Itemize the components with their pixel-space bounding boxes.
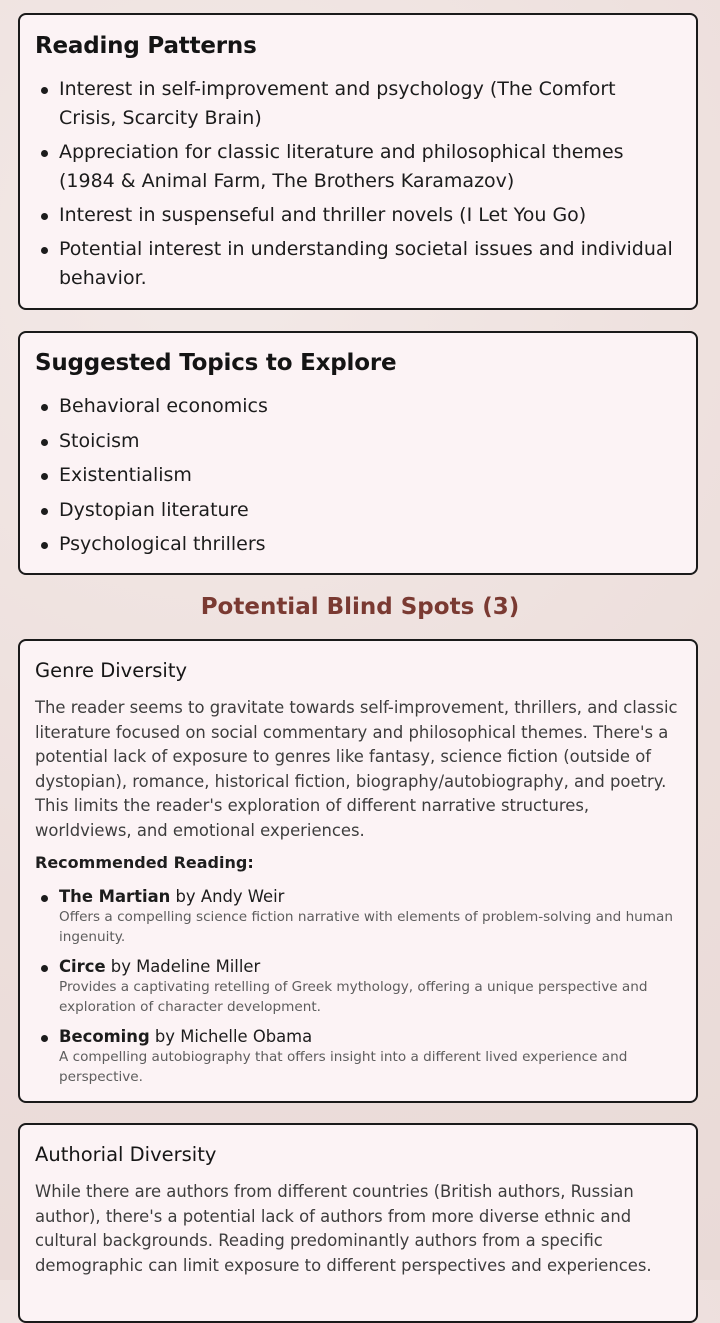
book-reason: A compelling autobiography that offers i… bbox=[59, 1049, 628, 1085]
book-by: by bbox=[175, 887, 196, 906]
suggested-topics-card: Suggested Topics to Explore Behavioral e… bbox=[18, 331, 698, 575]
list-item: Behavioral economics bbox=[35, 392, 676, 421]
book-reason: Provides a captivating retelling of Gree… bbox=[59, 979, 648, 1015]
book-heading: Circe by Madeline Miller bbox=[59, 956, 676, 978]
book-author: Michelle Obama bbox=[180, 1027, 313, 1046]
authorial-diversity-description: While there are authors from different c… bbox=[35, 1182, 652, 1275]
book-title[interactable]: The Martian bbox=[59, 887, 171, 906]
book-heading: Becoming by Michelle Obama bbox=[59, 1026, 676, 1048]
recommended-reading-label: Recommended Reading: bbox=[35, 853, 254, 872]
list-item: Psychological thrillers bbox=[35, 530, 676, 559]
authorial-diversity-title: Authorial Diversity bbox=[35, 1143, 217, 1166]
list-item: Appreciation for classic literature and … bbox=[35, 138, 676, 196]
suggested-topics-title: Suggested Topics to Explore bbox=[35, 350, 397, 376]
book-item: The Martian by Andy Weir Offers a compel… bbox=[35, 886, 676, 947]
book-heading: The Martian by Andy Weir bbox=[59, 886, 676, 908]
genre-diversity-description: The reader seems to gravitate towards se… bbox=[35, 698, 678, 840]
book-author: Madeline Miller bbox=[136, 957, 261, 976]
reading-patterns-card: Reading Patterns Interest in self-improv… bbox=[18, 13, 698, 310]
list-item: Existentialism bbox=[35, 461, 676, 490]
book-reason: Offers a compelling science fiction narr… bbox=[59, 909, 673, 945]
reading-patterns-list: Interest in self-improvement and psychol… bbox=[35, 75, 676, 298]
genre-diversity-card: Genre Diversity The reader seems to grav… bbox=[18, 639, 698, 1103]
list-item: Dystopian literature bbox=[35, 496, 676, 525]
recommended-books-list: The Martian by Andy Weir Offers a compel… bbox=[35, 886, 676, 1096]
list-item: Interest in self-improvement and psychol… bbox=[35, 75, 676, 133]
genre-diversity-title: Genre Diversity bbox=[35, 659, 188, 682]
suggested-topics-list: Behavioral economics Stoicism Existentia… bbox=[35, 392, 676, 565]
book-by: by bbox=[110, 957, 131, 976]
book-item: Becoming by Michelle Obama A compelling … bbox=[35, 1026, 676, 1087]
book-author: Andy Weir bbox=[200, 887, 285, 906]
reading-patterns-title: Reading Patterns bbox=[35, 33, 257, 59]
book-title[interactable]: Circe bbox=[59, 957, 106, 976]
book-item: Circe by Madeline Miller Provides a capt… bbox=[35, 956, 676, 1017]
book-title[interactable]: Becoming bbox=[59, 1027, 150, 1046]
authorial-diversity-card: Authorial Diversity While there are auth… bbox=[18, 1123, 698, 1323]
list-item: Interest in suspenseful and thriller nov… bbox=[35, 201, 676, 230]
blind-spots-heading: Potential Blind Spots (3) bbox=[200, 594, 520, 620]
book-by: by bbox=[154, 1027, 176, 1046]
list-item: Potential interest in understanding soci… bbox=[35, 235, 676, 293]
list-item: Stoicism bbox=[35, 427, 676, 456]
